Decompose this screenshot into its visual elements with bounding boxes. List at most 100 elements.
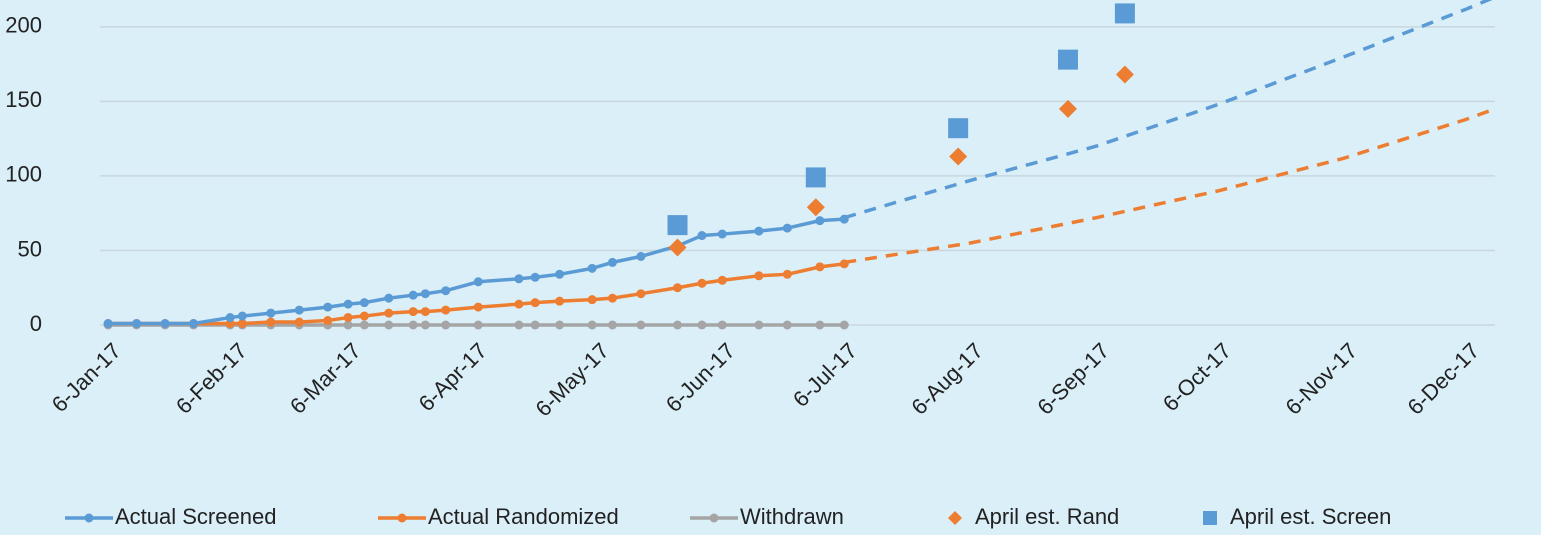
point xyxy=(441,320,451,330)
point xyxy=(782,269,792,279)
legend-marker xyxy=(84,513,94,523)
legend-marker xyxy=(397,513,407,523)
point xyxy=(555,269,565,279)
point xyxy=(697,278,707,288)
point xyxy=(323,302,333,312)
estimate-point xyxy=(667,215,688,236)
point xyxy=(420,320,430,330)
point xyxy=(815,320,825,330)
point xyxy=(408,307,418,317)
point xyxy=(266,317,276,327)
x-tick-label: 6-Jun-17 xyxy=(661,338,740,417)
legend-marker xyxy=(709,513,719,523)
y-tick-label: 100 xyxy=(5,162,42,187)
point xyxy=(607,320,617,330)
y-tick-label: 0 xyxy=(30,311,42,336)
point xyxy=(225,313,235,323)
point xyxy=(697,320,707,330)
point xyxy=(754,271,764,281)
point xyxy=(782,320,792,330)
point xyxy=(408,320,418,330)
point xyxy=(717,275,727,285)
point xyxy=(294,305,304,315)
point xyxy=(717,229,727,239)
estimate-point xyxy=(1115,65,1134,84)
legend-marker xyxy=(948,511,962,525)
point xyxy=(420,307,430,317)
point xyxy=(636,251,646,261)
point xyxy=(359,298,369,308)
point xyxy=(782,223,792,233)
point xyxy=(587,295,597,305)
x-tick-label: 6-Feb-17 xyxy=(171,338,252,419)
point xyxy=(294,317,304,327)
point xyxy=(420,289,430,299)
point xyxy=(697,231,707,241)
point xyxy=(103,319,113,329)
point xyxy=(132,319,142,329)
point xyxy=(237,319,247,329)
point xyxy=(384,320,394,330)
point xyxy=(441,305,451,315)
estimate-point xyxy=(1058,99,1077,118)
y-tick-label: 150 xyxy=(5,87,42,112)
point xyxy=(343,320,353,330)
point xyxy=(514,320,524,330)
y-tick-label: 50 xyxy=(18,236,42,261)
point xyxy=(323,316,333,326)
point xyxy=(673,320,683,330)
point xyxy=(343,299,353,309)
point xyxy=(530,320,540,330)
point xyxy=(408,290,418,300)
x-tick-label: 6-Oct-17 xyxy=(1158,338,1236,416)
point xyxy=(266,308,276,318)
point xyxy=(555,320,565,330)
x-tick-label: 6-May-17 xyxy=(530,338,613,421)
point xyxy=(384,293,394,303)
trendline xyxy=(843,0,1493,220)
point xyxy=(530,298,540,308)
point xyxy=(607,257,617,267)
point xyxy=(754,226,764,236)
legend-label: April est. Rand xyxy=(975,504,1119,529)
point xyxy=(359,311,369,321)
point xyxy=(359,320,369,330)
point xyxy=(839,214,849,224)
y-tick-label: 200 xyxy=(5,13,42,38)
legend-marker xyxy=(1203,511,1217,525)
legend-label: Withdrawn xyxy=(740,504,844,529)
point xyxy=(839,320,849,330)
point xyxy=(473,302,483,312)
legend-label: Actual Randomized xyxy=(428,504,619,529)
trendline xyxy=(844,107,1496,265)
point xyxy=(473,320,483,330)
point xyxy=(839,259,849,269)
point xyxy=(754,320,764,330)
point xyxy=(384,308,394,318)
point xyxy=(514,299,524,309)
estimate-point xyxy=(805,167,826,188)
x-tick-label: 6-Dec-17 xyxy=(1403,338,1485,420)
point xyxy=(815,262,825,272)
estimate-point xyxy=(1057,49,1078,70)
point xyxy=(441,286,451,296)
point xyxy=(587,263,597,273)
point xyxy=(530,272,540,282)
legend-label: April est. Screen xyxy=(1230,504,1391,529)
point xyxy=(815,216,825,226)
point xyxy=(555,296,565,306)
estimate-point xyxy=(1114,3,1135,24)
point xyxy=(160,319,170,329)
point xyxy=(343,313,353,323)
x-tick-label: 6-Nov-17 xyxy=(1281,338,1363,420)
point xyxy=(673,283,683,293)
legend-label: Actual Screened xyxy=(115,504,276,529)
x-tick-label: 6-Sep-17 xyxy=(1032,338,1114,420)
x-tick-label: 6-Jan-17 xyxy=(47,338,126,417)
point xyxy=(636,289,646,299)
point xyxy=(473,277,483,287)
estimate-point xyxy=(949,147,968,166)
estimate-point xyxy=(668,238,687,257)
estimate-point xyxy=(806,198,825,217)
